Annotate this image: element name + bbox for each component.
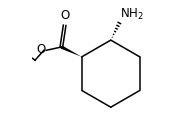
Polygon shape bbox=[61, 45, 82, 57]
Text: O: O bbox=[60, 9, 69, 22]
Text: O: O bbox=[36, 43, 45, 56]
Text: NH$_2$: NH$_2$ bbox=[120, 7, 144, 22]
